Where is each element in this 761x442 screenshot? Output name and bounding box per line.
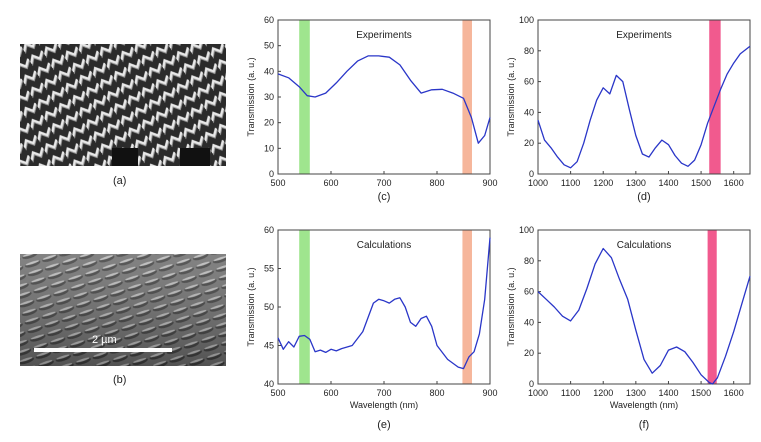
y-axis-label: Transmission (a. u.) xyxy=(246,267,256,346)
plot-frame xyxy=(537,19,751,175)
x-tick-label: 1500 xyxy=(691,388,711,398)
x-tick-label: 1600 xyxy=(724,388,744,398)
chart-c: 500 600 700 800 900 0 10 20 30 40 50 60 Experiments T… xyxy=(246,15,498,203)
highlight-band-0 xyxy=(299,20,310,174)
x-tick-label: 600 xyxy=(323,178,338,188)
panel-label-a: (a) xyxy=(113,175,127,187)
x-tick-label: 600 xyxy=(323,388,338,398)
y-tick-label: 100 xyxy=(519,15,534,25)
y-tick-label: 30 xyxy=(264,92,274,102)
x-tick-label: 900 xyxy=(482,178,497,188)
panel-label: (e) xyxy=(377,419,390,431)
chart-f: 1000 1100 1200 1300 1400 1500 1600 0 20 40 60 80 100… xyxy=(506,225,751,431)
x-tick-label: 1300 xyxy=(626,388,646,398)
series-line-0 xyxy=(537,247,751,385)
y-tick-label: 0 xyxy=(529,379,534,389)
y-tick-label: 60 xyxy=(524,77,534,87)
y-tick-label: 40 xyxy=(524,317,534,327)
y-tick-label: 0 xyxy=(269,169,274,179)
highlight-band-0 xyxy=(707,230,717,384)
x-tick-label: 700 xyxy=(376,178,391,188)
y-axis-label: Transmission (a. u.) xyxy=(246,57,256,136)
chart-annotation: Experiments xyxy=(616,30,672,41)
x-tick-label: 800 xyxy=(429,388,444,398)
x-axis-label: Wavelength (nm) xyxy=(610,400,678,410)
y-tick-label: 80 xyxy=(524,256,534,266)
plot-frame xyxy=(537,229,751,385)
x-tick-label: 900 xyxy=(482,388,497,398)
x-tick-label: 1400 xyxy=(658,388,678,398)
y-tick-label: 20 xyxy=(264,118,274,128)
series-line-0 xyxy=(277,237,491,370)
x-tick-label: 800 xyxy=(429,178,444,188)
y-tick-label: 50 xyxy=(264,302,274,312)
y-tick-label: 40 xyxy=(524,107,534,117)
y-tick-label: 60 xyxy=(524,287,534,297)
x-tick-label: 1400 xyxy=(658,178,678,188)
panel-label: (c) xyxy=(378,191,391,203)
y-tick-label: 55 xyxy=(264,264,274,274)
x-tick-label: 700 xyxy=(376,388,391,398)
y-tick-label: 100 xyxy=(519,225,534,235)
scale-bar-label: 2 µm xyxy=(92,334,117,346)
y-tick-label: 45 xyxy=(264,341,274,351)
y-tick-label: 0 xyxy=(529,169,534,179)
y-tick-label: 20 xyxy=(524,138,534,148)
y-axis-label: Transmission (a. u.) xyxy=(506,267,516,346)
x-tick-label: 1300 xyxy=(626,178,646,188)
y-tick-label: 50 xyxy=(264,41,274,51)
highlight-band-0 xyxy=(709,20,721,174)
y-tick-label: 40 xyxy=(264,66,274,76)
y-axis-label: Transmission (a. u.) xyxy=(506,57,516,136)
y-tick-label: 80 xyxy=(524,46,534,56)
x-tick-label: 1100 xyxy=(561,388,580,398)
y-tick-label: 60 xyxy=(264,15,274,25)
highlight-band-1 xyxy=(462,230,472,384)
panel-label: (d) xyxy=(637,191,650,203)
x-tick-label: 1200 xyxy=(593,178,613,188)
sem-image-b: 2 µm xyxy=(20,254,226,366)
x-tick-label: 1200 xyxy=(593,388,613,398)
x-tick-label: 1600 xyxy=(724,178,744,188)
chart-annotation: Calculations xyxy=(357,240,411,251)
sem-image-a xyxy=(20,44,226,166)
scale-bar xyxy=(34,348,172,352)
chart-annotation: Calculations xyxy=(617,240,671,251)
y-tick-label: 40 xyxy=(264,379,274,389)
panel-label: (f) xyxy=(639,419,649,431)
y-tick-label: 60 xyxy=(264,225,274,235)
x-tick-label: 500 xyxy=(270,388,285,398)
highlight-band-1 xyxy=(462,20,472,174)
x-tick-label: 1000 xyxy=(528,388,548,398)
chart-e: 500 600 700 800 900 40 45 50 55 60 Calculations Tra… xyxy=(246,225,498,431)
series-line-0 xyxy=(537,45,751,169)
highlight-band-0 xyxy=(299,230,310,384)
x-axis-label: Wavelength (nm) xyxy=(350,400,418,410)
y-tick-label: 10 xyxy=(264,143,274,153)
chart-d: 1000 1100 1200 1300 1400 1500 1600 0 20 40 60 80 100… xyxy=(506,15,751,203)
panel-label-b: (b) xyxy=(113,374,127,386)
x-tick-label: 1100 xyxy=(561,178,580,188)
x-tick-label: 500 xyxy=(270,178,285,188)
y-tick-label: 20 xyxy=(524,348,534,358)
series-line-0 xyxy=(277,55,491,144)
chart-annotation: Experiments xyxy=(356,30,412,41)
x-tick-label: 1000 xyxy=(528,178,548,188)
x-tick-label: 1500 xyxy=(691,178,711,188)
